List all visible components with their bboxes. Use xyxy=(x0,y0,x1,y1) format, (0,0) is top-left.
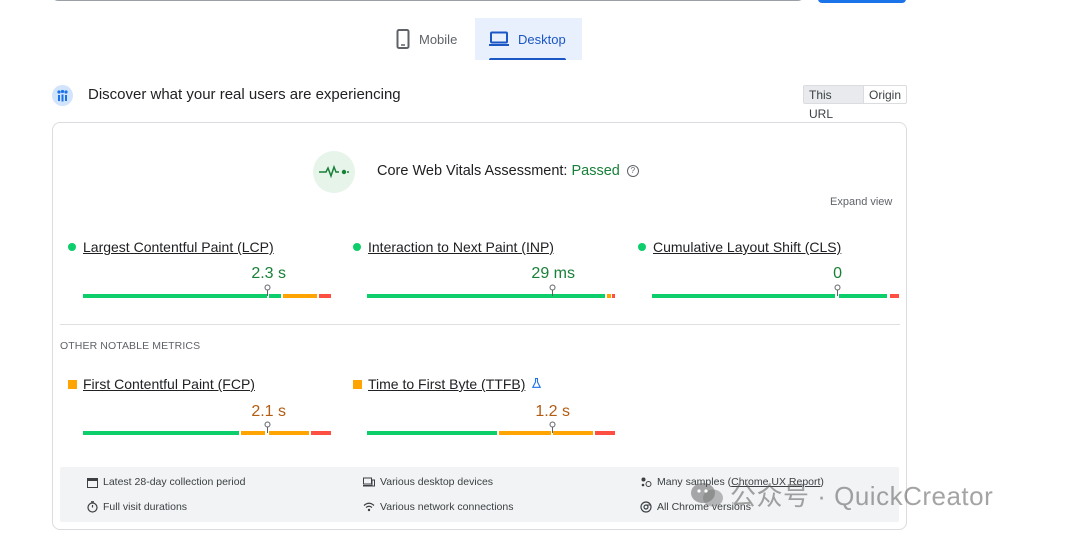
watermark-text: 公众号 · QuickCreator xyxy=(730,481,994,511)
metric-cls-label[interactable]: Cumulative Layout Shift (CLS) xyxy=(638,239,841,255)
chrome-ux-report-link[interactable]: Chrome UX Report xyxy=(731,476,821,488)
metric-cls-value: 0 xyxy=(833,265,842,282)
field-data-card xyxy=(52,122,907,530)
bar-good-segment xyxy=(839,294,887,298)
url-input[interactable] xyxy=(52,0,804,1)
bar-good-segment xyxy=(269,294,281,298)
other-metrics-title: OTHER NOTABLE METRICS xyxy=(60,340,201,352)
laptop-icon xyxy=(489,31,509,46)
wifi-icon xyxy=(363,501,375,513)
metric-inp-bar xyxy=(367,284,615,298)
assessment-label: Core Web Vitals Assessment: xyxy=(377,163,568,179)
bar-average-segment xyxy=(607,294,611,298)
expand-view-link[interactable]: Expand view xyxy=(830,196,893,208)
visit-durations: Full visit durations xyxy=(86,501,187,513)
assessment-status: Passed xyxy=(571,163,620,179)
bar-good-segment xyxy=(83,294,267,298)
origin-toggle[interactable]: Origin xyxy=(863,85,907,104)
good-dot-icon xyxy=(353,243,361,251)
marker-pin-icon xyxy=(264,421,271,433)
chrome-versions: All Chrome versions xyxy=(640,501,751,513)
device-types-text: Various desktop devices xyxy=(380,476,494,488)
metric-lcp-label[interactable]: Largest Contentful Paint (LCP) xyxy=(68,239,274,255)
metric-lcp-bar xyxy=(83,284,331,298)
active-tab-indicator xyxy=(489,58,566,60)
bar-average-segment xyxy=(499,431,551,435)
collection-period-text: Latest 28-day collection period xyxy=(103,476,246,488)
marker-pin-icon xyxy=(549,284,556,296)
wechat-logo-icon xyxy=(691,482,723,506)
bar-average-segment xyxy=(241,431,265,435)
metric-lcp-value: 2.3 s xyxy=(251,265,286,282)
metric-name: Largest Contentful Paint (LCP) xyxy=(83,239,274,255)
stopwatch-icon xyxy=(86,501,98,513)
good-dot-icon xyxy=(638,243,646,251)
bar-poor-segment xyxy=(890,294,899,298)
marker-pin-icon xyxy=(264,284,271,296)
chrome-icon xyxy=(640,501,652,513)
phone-icon xyxy=(396,29,410,49)
bar-good-segment xyxy=(367,431,497,435)
tab-desktop-label: Desktop xyxy=(518,31,566,47)
bar-poor-segment xyxy=(319,294,331,298)
devices-icon xyxy=(363,476,375,488)
help-icon[interactable]: ? xyxy=(626,165,639,177)
average-square-icon xyxy=(353,379,362,389)
bar-poor-segment xyxy=(612,294,615,298)
tab-desktop[interactable]: Desktop xyxy=(475,18,582,60)
metric-name: Interaction to Next Paint (INP) xyxy=(368,239,554,255)
good-dot-icon xyxy=(68,243,76,251)
bar-good-segment xyxy=(652,294,835,298)
collection-period: Latest 28-day collection period xyxy=(86,476,245,488)
network-connections-text: Various network connections xyxy=(380,501,514,513)
metric-name: First Contentful Paint (FCP) xyxy=(83,376,255,392)
metric-inp-value: 29 ms xyxy=(531,265,575,282)
metric-fcp-label[interactable]: First Contentful Paint (FCP) xyxy=(68,376,255,392)
bar-good-segment xyxy=(83,431,239,435)
heartbeat-icon xyxy=(313,151,355,193)
bar-good-segment xyxy=(367,294,605,298)
tab-mobile[interactable]: Mobile xyxy=(386,18,476,60)
metric-ttfb-bar xyxy=(367,421,615,435)
metric-inp-label[interactable]: Interaction to Next Paint (INP) xyxy=(353,239,554,255)
users-icon xyxy=(52,85,73,106)
chrome-versions-text: All Chrome versions xyxy=(657,501,751,513)
samples-icon xyxy=(640,476,652,488)
bar-average-segment xyxy=(283,294,317,298)
collection-info-panel xyxy=(60,467,899,522)
metric-cls-bar xyxy=(652,284,899,298)
calendar-icon xyxy=(86,476,98,488)
section-divider xyxy=(60,324,900,325)
average-square-icon xyxy=(68,379,77,389)
metric-ttfb-label[interactable]: Time to First Byte (TTFB) xyxy=(353,376,542,392)
this-url-toggle[interactable]: This URL xyxy=(803,85,864,121)
bar-average-segment xyxy=(269,431,309,435)
flask-icon xyxy=(532,377,542,391)
visit-durations-text: Full visit durations xyxy=(103,501,188,513)
bar-average-segment xyxy=(553,431,593,435)
network-connections: Various network connections xyxy=(363,501,513,513)
analyze-button[interactable] xyxy=(818,0,906,3)
tab-mobile-label: Mobile xyxy=(419,31,458,47)
bar-poor-segment xyxy=(311,431,331,435)
metric-name: Cumulative Layout Shift (CLS) xyxy=(653,239,842,255)
assessment-result: Core Web Vitals Assessment: Passed ? xyxy=(377,163,639,179)
metric-fcp-value: 2.1 s xyxy=(251,403,286,420)
bar-poor-segment xyxy=(595,431,615,435)
metric-fcp-bar xyxy=(83,421,331,435)
metric-ttfb-value: 1.2 s xyxy=(535,403,570,420)
marker-pin-icon xyxy=(549,421,556,433)
marker-pin-icon xyxy=(834,284,841,296)
metric-name: Time to First Byte (TTFB) xyxy=(368,376,526,392)
watermark: 公众号 · QuickCreator xyxy=(690,476,993,513)
device-types: Various desktop devices xyxy=(363,476,493,488)
crux-title: Discover what your real users are experi… xyxy=(88,86,401,103)
